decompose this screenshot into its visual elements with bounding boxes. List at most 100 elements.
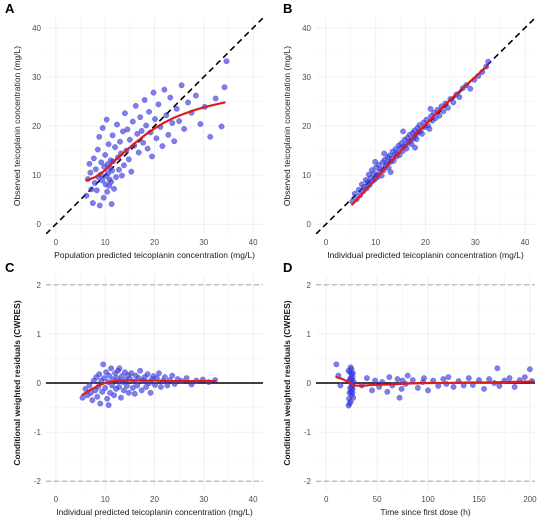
data-point (137, 114, 144, 121)
data-point (138, 128, 145, 134)
data-point (94, 146, 101, 153)
x-tick-label: 0 (54, 495, 59, 504)
data-point (116, 384, 122, 390)
data-point (96, 202, 103, 209)
data-point (223, 58, 230, 65)
data-point (126, 136, 133, 143)
data-point (123, 383, 130, 389)
data-point (134, 382, 141, 389)
y-tick-label: 40 (32, 24, 41, 33)
data-point (398, 385, 405, 392)
data-point (386, 374, 393, 381)
y-axis-label: Observed teicoplanin concentration (mg/L… (282, 46, 292, 206)
data-point (111, 392, 117, 399)
x-tick-label: 20 (421, 238, 430, 247)
x-tick-label: 150 (472, 495, 486, 504)
panel-b: 0 10 20 30 40 0 10 20 30 40 Individual predicted t… (282, 1, 535, 260)
data-point (178, 82, 185, 89)
x-tick-label: 30 (199, 495, 208, 504)
data-point (140, 139, 147, 146)
y-tick-label: 0 (37, 220, 42, 229)
data-point (427, 105, 434, 112)
x-tick-label: 40 (521, 238, 530, 247)
grid (316, 18, 535, 234)
data-point (88, 186, 95, 193)
data-point (131, 390, 138, 397)
data-point (197, 121, 204, 127)
data-point (156, 370, 162, 377)
smooth-line (351, 65, 489, 206)
data-point (92, 166, 99, 173)
data-point (347, 376, 354, 382)
data-point (121, 387, 127, 394)
data-point (112, 144, 118, 151)
data-point (86, 160, 93, 167)
data-point (128, 168, 135, 175)
data-point (159, 143, 166, 150)
data-point (409, 377, 416, 383)
data-point (87, 169, 94, 176)
panel-c: 0 10 20 30 40 -2 -1 0 1 2 Individual predicted tei… (5, 260, 263, 517)
data-point (132, 102, 139, 109)
y-tick-label: 40 (302, 24, 311, 33)
x-tick-label: 10 (101, 495, 110, 504)
panel-label: C (5, 260, 15, 275)
data-point (494, 365, 501, 372)
data-point (155, 101, 162, 108)
data-point (161, 86, 168, 93)
data-point (125, 389, 132, 396)
data-point (169, 372, 176, 379)
data-point (152, 382, 158, 388)
data-point (141, 97, 148, 103)
data-point (350, 394, 357, 401)
x-tick-label: 40 (249, 495, 258, 504)
x-tick-label: 0 (324, 495, 329, 504)
data-point (118, 394, 124, 401)
data-point (86, 382, 93, 389)
y-tick-label: 1 (307, 330, 312, 339)
data-point (100, 361, 107, 368)
data-point (167, 94, 174, 101)
data-point (96, 371, 103, 378)
data-point (99, 388, 106, 395)
data-point (440, 376, 447, 382)
data-point (134, 130, 141, 137)
data-point (119, 172, 125, 179)
smooth-line (85, 101, 226, 182)
y-tick-label: -2 (304, 477, 312, 486)
data-point (188, 381, 195, 388)
data-point (117, 138, 123, 145)
y-tick-label: 2 (307, 281, 312, 290)
y-tick-label: -1 (34, 428, 42, 437)
data-points (83, 58, 230, 209)
x-tick-label: 100 (421, 495, 435, 504)
data-point (94, 393, 101, 400)
data-point (481, 385, 487, 392)
smooth-line (81, 379, 217, 396)
data-point (450, 384, 457, 390)
data-point (146, 108, 152, 115)
data-point (158, 384, 164, 390)
data-point (485, 58, 492, 65)
data-point (351, 190, 358, 197)
data-point (82, 385, 89, 392)
data-point (109, 167, 115, 174)
data-point (116, 166, 122, 173)
data-point (400, 128, 407, 135)
data-point (108, 201, 115, 207)
x-tick-label: 30 (199, 238, 208, 247)
x-tick-label: 200 (523, 495, 537, 504)
y-axis-label: Conditional weighted residuals (CWRES) (282, 300, 292, 465)
data-point (149, 153, 155, 160)
data-point (506, 375, 513, 381)
x-tick-label: 10 (101, 238, 110, 247)
data-point (436, 112, 443, 119)
x-tick-label: 20 (150, 495, 159, 504)
data-point (440, 108, 447, 115)
data-point (163, 112, 170, 119)
data-point (218, 123, 225, 130)
data-point (164, 382, 171, 389)
data-point (108, 179, 115, 185)
data-point (445, 374, 452, 381)
data-point (89, 397, 96, 404)
